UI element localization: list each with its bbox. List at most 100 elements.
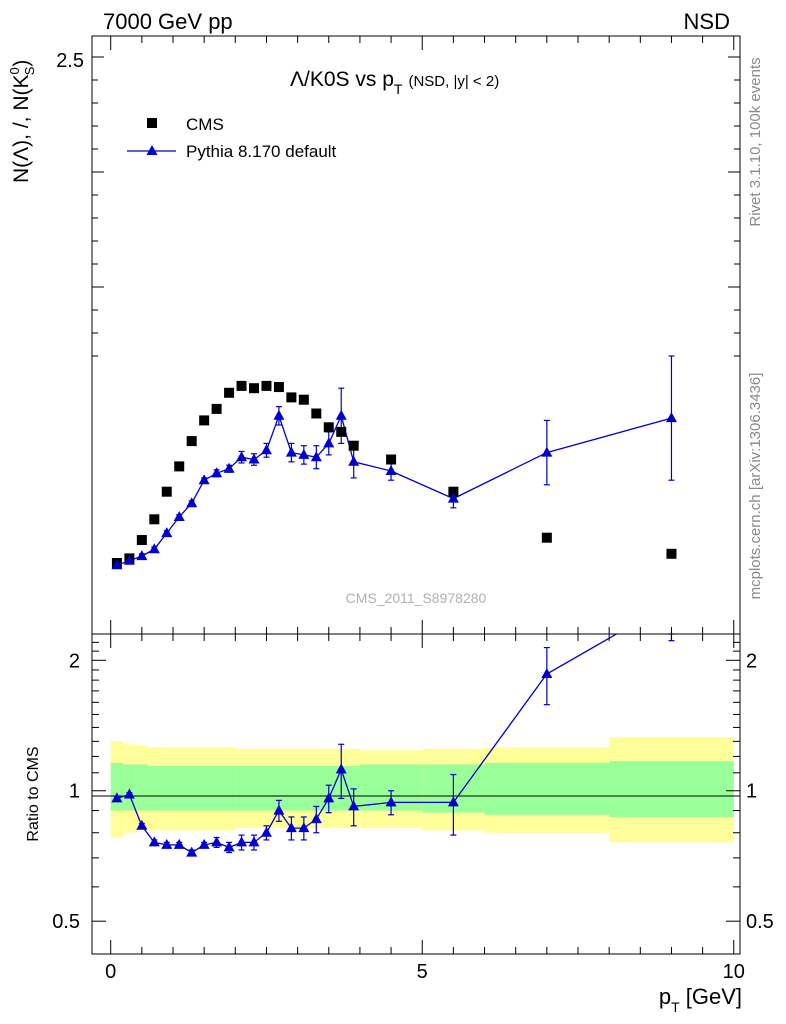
ratio-uncertainty-bands [110,737,734,843]
pythia-point [186,497,198,508]
cms-point [336,426,347,437]
pythia-point [298,448,310,459]
ratio-point [310,813,322,824]
main-y-tick-label: 2.5 [56,50,84,72]
cms-point [448,486,459,497]
pythia-point [335,409,347,420]
ratio-point [161,838,173,849]
pythia-point [148,543,160,554]
ratio-point [285,822,297,833]
ratio-point [323,792,335,803]
header-energy-label: 7000 GeV pp [103,9,233,34]
pythia-point [260,444,272,455]
ratio-y-tick-label-right: 1 [746,781,757,803]
ratio-point [298,822,310,833]
main-panel: CMS_2011_S8978280 2.5 N(Λ), /, N(K0S) Λ/… [7,35,741,635]
legend-pythia-marker [146,145,158,155]
ratio-band-inner [110,762,124,811]
legend-cms-marker [147,118,157,128]
pythia-point [111,559,123,570]
cms-point [174,461,185,472]
ratio-point [211,836,223,847]
mcplots-info-label: mcplots.cern.ch [arXiv:1306.3436] [747,373,764,600]
cms-point [249,383,259,394]
ratio-y-tick-label-left: 0.5 [52,911,80,933]
cms-point [273,382,284,393]
cms-point [224,387,235,398]
pythia-point [285,446,297,457]
pythia-point [136,550,148,561]
ratio-band-inner [235,766,298,811]
ratio-point [223,841,235,852]
cms-point [541,532,552,543]
ratio-point [198,838,210,849]
ratio-band-inner [609,761,734,817]
cms-point [236,380,247,391]
cms-point [186,436,197,447]
ratio-point [447,796,459,807]
ratio-band-inner [135,764,149,811]
chart-title: Λ/K0S vs pT (NSD, |y| < 2) [290,68,499,97]
ratio-point [173,838,185,849]
pythia-point [447,492,459,503]
ratio-band-inner [123,764,136,811]
ratio-panel-frame [91,633,741,955]
ratio-point [123,788,135,799]
x-tick-label: 5 [417,961,428,983]
cms-point [348,440,359,451]
x-tick-label: 0 [105,961,116,983]
ratio-y-tick-label-right: 0.5 [746,911,774,933]
ratio-data-marks [111,633,675,857]
ratio-point [136,819,148,830]
ratio-point [186,846,198,857]
cms-point [136,535,147,545]
header-process-label: NSD [684,9,730,34]
pythia-point [385,465,397,475]
pythia-point [161,527,173,538]
ratio-point [348,800,360,811]
watermark-label: CMS_2011_S8978280 [346,590,487,606]
ratio-point [273,804,285,815]
legend: CMS Pythia 8.170 default [127,115,337,161]
ratio-y-tick-label-right: 2 [746,650,757,672]
x-axis-label: pT [GeV] [659,984,742,1015]
ratio-ticks: 0 5 10 0.5 0.5 1 1 2 2 [52,36,774,983]
ratio-band-inner [484,762,610,815]
cms-point [261,380,272,391]
cms-point [386,454,397,465]
cms-point [298,394,309,405]
legend-cms-label: CMS [186,115,224,134]
ratio-y-tick-label-left: 2 [69,650,80,672]
cms-point [211,403,222,414]
pythia-point [223,462,235,473]
main-y-axis-label: N(Λ), /, N(K0S) [7,60,37,183]
cms-point [286,392,297,403]
ratio-point [385,796,397,807]
ratio-point [248,836,260,847]
ratio-point [111,792,123,803]
pythia-point [123,554,135,565]
ratio-point [541,667,553,678]
pythia-point [173,511,185,521]
pythia-point [248,453,260,464]
pythia-point [211,467,223,478]
cms-point [311,408,322,419]
pythia-point [541,446,553,457]
legend-pythia-label: Pythia 8.170 default [186,142,337,161]
cms-point [149,514,160,525]
pythia-point [310,451,322,462]
cms-point [161,486,172,497]
pythia-point [323,437,335,448]
ratio-y-axis-label: Ratio to CMS [25,746,42,841]
cms-point [323,422,334,433]
ratio-band-inner [148,766,236,811]
pythia-point [273,409,285,420]
pythia-point [348,455,360,466]
ratio-point [335,763,347,774]
pythia-point [198,474,210,485]
cms-point [199,415,210,426]
cms-point [666,548,677,559]
ratio-point [260,826,272,837]
pythia-point [236,451,248,462]
